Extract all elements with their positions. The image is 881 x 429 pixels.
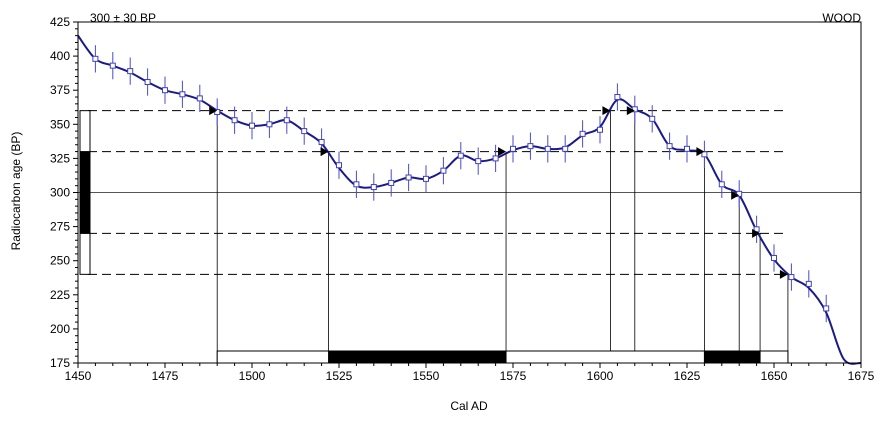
error-bars [94, 45, 827, 323]
intersection-arrows [209, 106, 788, 279]
data-point [527, 143, 534, 150]
data-point [510, 145, 516, 152]
data-point [353, 181, 360, 188]
one-sigma-range-bar [703, 350, 761, 364]
data-point [614, 94, 621, 101]
data-point [666, 143, 673, 150]
data-point [249, 122, 255, 129]
data-point [579, 130, 586, 137]
y-tick-label: 175 [50, 356, 70, 370]
x-tick-label: 1450 [65, 369, 92, 383]
intersection-arrow [626, 106, 635, 116]
y-tick-label: 275 [50, 220, 70, 234]
x-tick-label: 1525 [326, 369, 353, 383]
x-tick-label: 1500 [239, 369, 266, 383]
x-tick-label: 1600 [587, 369, 614, 383]
measured-age-bar [79, 110, 91, 275]
data-point [231, 117, 238, 124]
y-tick-label: 250 [50, 254, 70, 268]
intersection-arrow [209, 106, 218, 116]
data-point [788, 274, 795, 281]
data-point [283, 117, 290, 124]
intersection-arrow [731, 190, 740, 200]
intersection-arrow [752, 228, 761, 238]
data-point [196, 95, 203, 102]
x-axis-title: Cal AD [450, 399, 488, 413]
data-point [544, 145, 551, 152]
data-point [475, 158, 482, 165]
reference-lines [78, 110, 861, 363]
data-point [162, 87, 168, 94]
y-tick-label: 350 [50, 117, 70, 131]
x-tick-label: 1475 [152, 369, 179, 383]
data-point [127, 68, 134, 75]
data-point [684, 145, 690, 152]
one-sigma-range-bar [328, 350, 507, 364]
data-points [92, 55, 830, 312]
data-point [649, 115, 656, 122]
data-point [388, 179, 395, 186]
data-point [771, 254, 777, 261]
axes: 1450 1475 1500 1525 1550 1575 1600 1625 1650 1675… [50, 15, 875, 383]
data-point [562, 145, 569, 152]
data-point [405, 174, 412, 181]
x-tick-label: 1575 [500, 369, 527, 383]
intersection-arrow [696, 147, 705, 157]
y-axis-title: Radiocarbon age (BP) [9, 132, 23, 251]
data-point [492, 155, 499, 162]
calibration-curve [77, 35, 862, 365]
data-point [597, 126, 603, 133]
data-point [144, 79, 151, 86]
data-point [266, 121, 273, 128]
data-point [109, 62, 116, 69]
data-point [370, 184, 377, 191]
intersection-arrow [498, 147, 507, 157]
data-point [336, 162, 342, 169]
y-tick-label: 325 [50, 151, 70, 165]
y-tick-label: 300 [50, 186, 70, 200]
calibration-curve-line [77, 35, 862, 365]
x-tick-label: 1550 [413, 369, 440, 383]
x-tick-label: 1650 [761, 369, 788, 383]
y-tick-label: 200 [50, 322, 70, 336]
data-point [301, 128, 308, 135]
data-point [718, 181, 725, 188]
intersection-arrow [320, 147, 329, 157]
data-point [823, 305, 830, 312]
data-point [440, 167, 447, 174]
data-point [318, 139, 325, 146]
y-tick-label: 375 [50, 83, 70, 97]
material-label: WOOD [822, 11, 861, 25]
one-sigma-age-bar [79, 151, 91, 234]
data-point [179, 91, 186, 98]
sample-age-label: 300 ± 30 BP [90, 11, 156, 25]
y-tick-label: 225 [50, 288, 70, 302]
data-point [457, 152, 464, 159]
data-point [423, 175, 429, 182]
x-tick-label: 1625 [674, 369, 701, 383]
y-tick-label: 400 [50, 49, 70, 63]
data-point [92, 55, 99, 62]
x-tick-label: 1675 [848, 369, 875, 383]
data-point [701, 151, 708, 158]
intersection-arrow [602, 106, 611, 116]
data-point [805, 280, 812, 287]
intersection-arrow [779, 269, 788, 279]
y-tick-label: 425 [50, 15, 70, 29]
calendar-range-bars [216, 350, 789, 364]
